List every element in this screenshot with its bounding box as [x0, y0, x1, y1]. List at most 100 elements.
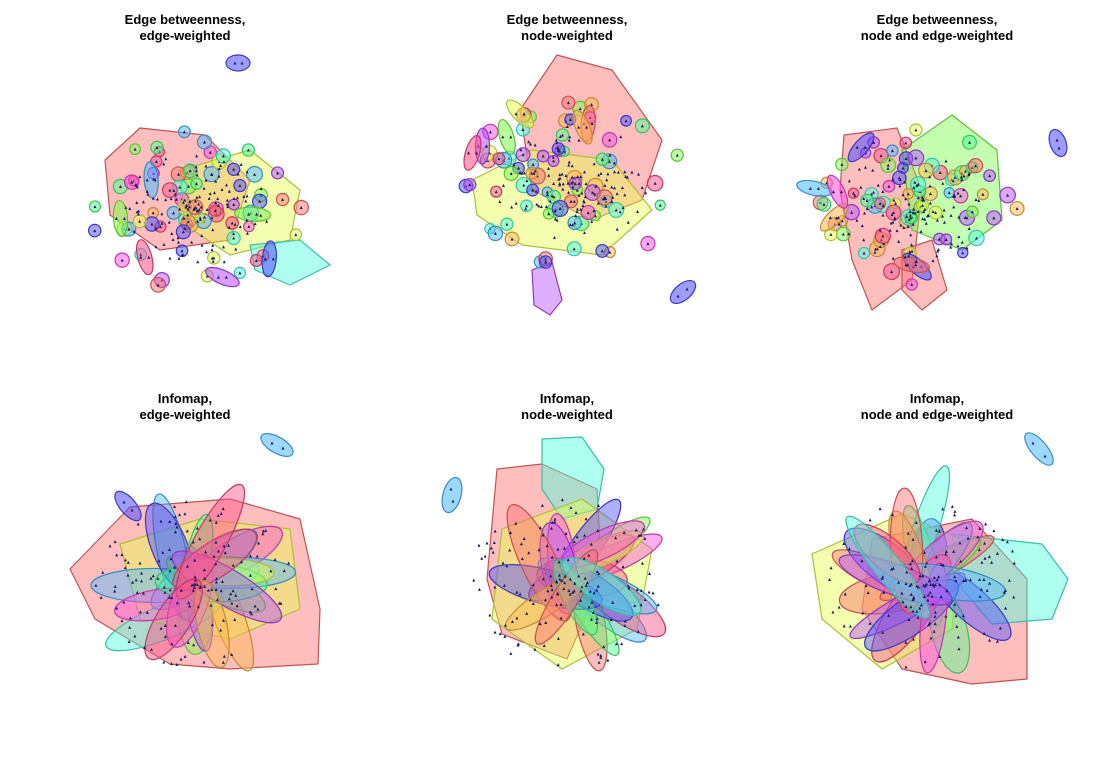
- network-node: [195, 526, 199, 530]
- network-node: [545, 192, 549, 196]
- network-node: [553, 517, 557, 521]
- network-node: [842, 541, 846, 545]
- network-node: [1012, 561, 1016, 565]
- network-node: [965, 246, 969, 250]
- network-node: [860, 224, 864, 228]
- network-node: [847, 179, 851, 183]
- network-node: [231, 563, 235, 567]
- network-node: [965, 526, 969, 530]
- network-node: [644, 191, 648, 195]
- network-node: [211, 243, 215, 247]
- community-hull: [114, 490, 142, 522]
- network-node: [584, 583, 588, 587]
- network-node: [816, 186, 820, 190]
- network-node: [909, 582, 913, 586]
- network-node: [959, 194, 963, 198]
- network-node: [564, 532, 568, 536]
- network-node: [555, 580, 559, 584]
- network-node: [127, 227, 131, 231]
- community-hull: [204, 266, 240, 288]
- community-hull: [1048, 128, 1068, 158]
- network-node: [579, 207, 583, 211]
- network-node: [944, 159, 948, 163]
- network-node: [203, 584, 207, 588]
- network-node: [942, 220, 946, 224]
- network-node: [553, 209, 557, 213]
- network-node: [881, 234, 885, 238]
- panel-edge-betweenness-node-weighted: Edge betweenness, node-weighted: [382, 0, 752, 379]
- network-node: [579, 175, 583, 179]
- network-node: [901, 193, 905, 197]
- network-node: [595, 617, 599, 621]
- network-node: [981, 192, 985, 196]
- network-node: [563, 574, 567, 578]
- network-node: [950, 504, 954, 508]
- network-node: [865, 199, 869, 203]
- network-node: [574, 510, 578, 514]
- network-node: [931, 259, 935, 263]
- network-node: [261, 532, 265, 536]
- network-node: [978, 526, 982, 530]
- network-node: [128, 206, 132, 210]
- network-node: [549, 526, 553, 530]
- network-node: [590, 219, 594, 223]
- network-node: [232, 236, 236, 240]
- network-node: [898, 184, 902, 188]
- network-node: [230, 601, 234, 605]
- network-node: [143, 646, 147, 650]
- network-node: [676, 294, 680, 298]
- network-node: [956, 244, 960, 248]
- network-node: [259, 213, 263, 217]
- panel-infomap-node-and-edge-weighted: Infomap, node and edge-weighted: [752, 379, 1111, 758]
- network-node: [208, 518, 212, 522]
- network-node: [878, 228, 882, 232]
- network-node: [183, 654, 187, 658]
- network-node: [181, 200, 185, 204]
- network-node: [488, 613, 492, 617]
- network-node: [151, 574, 155, 578]
- network-node: [613, 186, 617, 190]
- network-node: [939, 562, 943, 566]
- network-node: [928, 590, 932, 594]
- network-node: [872, 190, 876, 194]
- network-node: [911, 222, 915, 226]
- network-node: [582, 231, 586, 235]
- network-node: [616, 170, 620, 174]
- network-node: [223, 551, 227, 555]
- network-node: [936, 249, 940, 253]
- network-node: [571, 180, 575, 184]
- network-node: [183, 226, 187, 230]
- network-node: [510, 237, 514, 241]
- network-node: [175, 197, 179, 201]
- network-node: [537, 548, 541, 552]
- network-node: [198, 195, 202, 199]
- network-node: [212, 554, 216, 558]
- network-node: [161, 550, 165, 554]
- network-node: [615, 559, 619, 563]
- network-node: [624, 174, 628, 178]
- network-node: [600, 157, 604, 161]
- network-node: [583, 195, 587, 199]
- network-node: [953, 602, 957, 606]
- network-node: [608, 153, 612, 157]
- network-node: [891, 513, 895, 517]
- network-node: [553, 520, 557, 524]
- network-node: [870, 205, 874, 209]
- network-node: [141, 591, 145, 595]
- network-node: [193, 582, 197, 586]
- network-node: [1055, 138, 1059, 142]
- network-node: [935, 218, 939, 222]
- network-node: [139, 579, 143, 583]
- network-node: [281, 446, 285, 450]
- network-node: [621, 565, 625, 569]
- network-node: [637, 533, 641, 537]
- network-node: [905, 214, 909, 218]
- network-node: [958, 541, 962, 545]
- network-node: [136, 522, 140, 526]
- panel-title: Edge betweenness, edge-weighted: [124, 12, 246, 43]
- network-node: [230, 652, 234, 656]
- network-node: [864, 584, 868, 588]
- network-node: [204, 164, 208, 168]
- network-node: [583, 576, 587, 580]
- network-node: [222, 618, 226, 622]
